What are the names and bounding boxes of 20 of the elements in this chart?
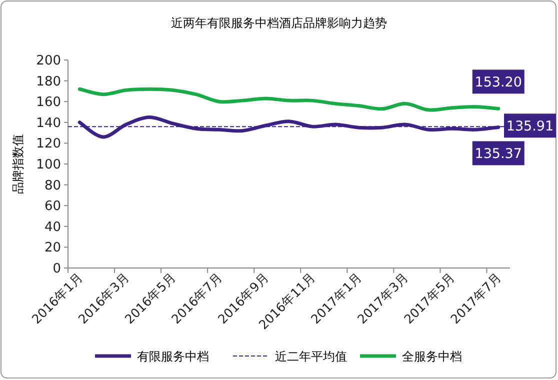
y-tick-label: 0 [52,262,61,276]
legend-label: 有限服务中档 [137,350,209,364]
chart-title: 近两年有限服务中档酒店品牌影响力趋势 [171,16,387,30]
line-series [78,87,500,112]
y-tick-label: 160 [36,95,61,110]
y-tick-label: 140 [36,116,61,131]
y-tick-label: 20 [44,240,61,256]
data-label: 135.37 [474,146,522,162]
y-tick-label: 80 [44,178,61,194]
y-tick-label: 200 [36,54,61,68]
y-tick-label: 120 [36,136,61,152]
legend-label: 近二年平均值 [275,350,347,364]
y-tick-label: 180 [36,74,61,90]
data-label: 153.20 [474,74,522,91]
annotation: 135.91 [506,118,554,135]
y-tick-label: 100 [36,158,61,172]
y-tick-label: 60 [44,199,61,214]
y-axis-title: 品牌指数值 [11,134,25,194]
y-tick-label: 40 [44,220,61,235]
legend-label: 全服务中档 [402,350,462,364]
